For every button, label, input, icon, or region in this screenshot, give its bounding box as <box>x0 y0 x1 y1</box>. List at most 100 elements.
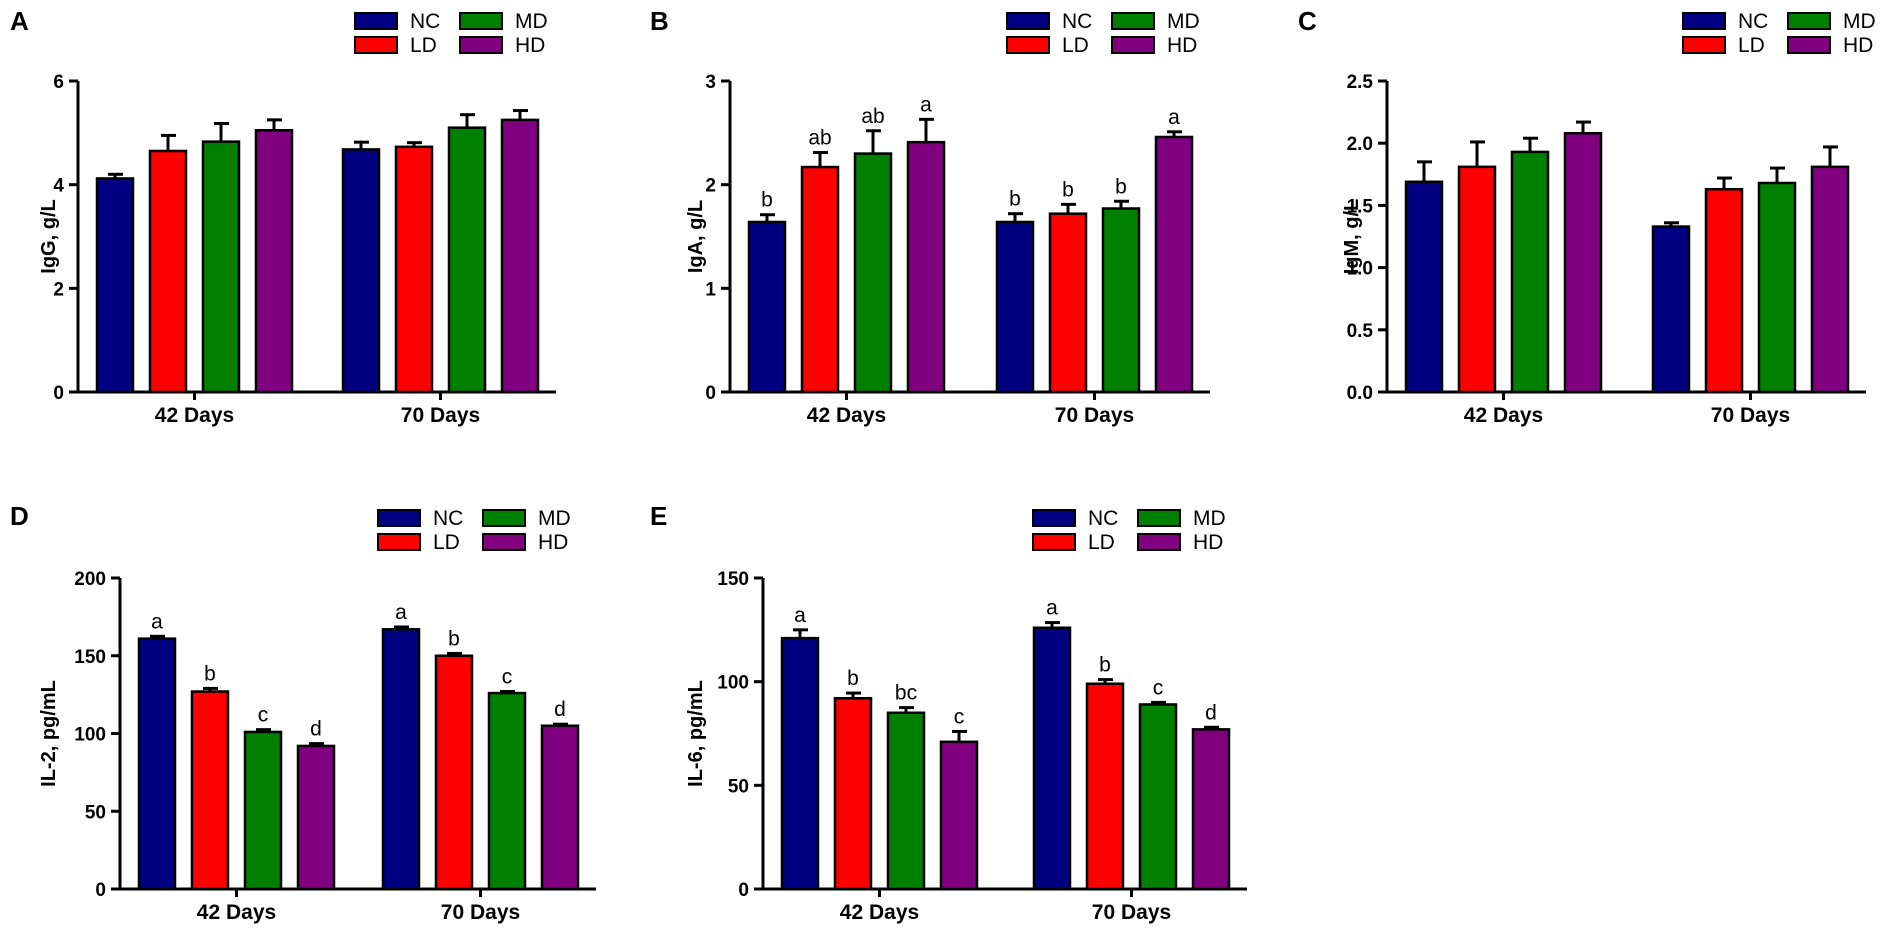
bar-ld <box>190 690 230 891</box>
y-tick-label: 2 <box>705 176 716 197</box>
panel-letter: B <box>650 6 669 36</box>
legend-swatch-nc <box>377 509 421 527</box>
legend-swatch-md <box>482 509 526 527</box>
y-tick-label: 100 <box>74 725 106 746</box>
panel-letter: D <box>10 501 29 531</box>
y-tick-label: 4 <box>53 176 64 197</box>
y-tick-label: 0.5 <box>1347 321 1374 342</box>
bar-nc <box>747 220 787 394</box>
legend-label: HD <box>515 34 545 57</box>
bar-ld <box>1085 682 1125 891</box>
bar-md <box>1510 150 1550 394</box>
y-tick-label: 200 <box>74 569 106 590</box>
bar-nc <box>780 636 820 891</box>
y-tick-label: 150 <box>74 647 106 668</box>
bar-nc <box>1651 225 1691 394</box>
bar-md <box>201 140 241 394</box>
y-tick-label: 1.5 <box>1347 196 1374 217</box>
legend-label: HD <box>1843 34 1873 57</box>
legend-swatch-ld <box>1682 36 1726 54</box>
legend-label: LD <box>433 531 460 554</box>
legend-swatch-ld <box>354 36 398 54</box>
bar-hd <box>1154 135 1194 394</box>
y-tick-label: 50 <box>85 802 106 823</box>
y-tick-label: 0 <box>53 383 64 404</box>
category-label: 70 Days <box>1092 901 1171 924</box>
panel-D: D 0 50 100 150 200 IL-2, pg/mL a b c d 42 Days a b c d 7… <box>10 501 596 924</box>
bar-nc <box>381 628 421 891</box>
significance-label: ab <box>861 105 884 128</box>
significance-label: d <box>310 718 322 741</box>
significance-label: c <box>954 705 965 728</box>
bar-ld <box>1457 165 1497 394</box>
bar-md <box>487 691 527 891</box>
y-tick-label: 3 <box>705 72 716 93</box>
bar-ld <box>800 165 840 394</box>
panel-C: C 0.0 0.5 1.0 1.5 2.0 2.5 IgM, g/L 42 Days 70 Day… <box>1298 6 1876 427</box>
bar-ld <box>833 697 873 891</box>
legend-label: HD <box>1193 531 1223 554</box>
category-label: 42 Days <box>1464 404 1543 427</box>
legend-label: LD <box>1088 531 1115 554</box>
bar-md <box>1757 181 1797 394</box>
y-tick-label: 0.0 <box>1347 383 1373 404</box>
legend-swatch-hd <box>459 36 503 54</box>
y-tick-label: 2.0 <box>1347 134 1373 155</box>
legend-label: MD <box>515 10 548 33</box>
significance-label: a <box>395 601 407 624</box>
significance-label: a <box>1046 597 1058 620</box>
legend-swatch-nc <box>1032 509 1076 527</box>
legend-label: MD <box>1193 507 1226 530</box>
legend-swatch-ld <box>1032 533 1076 551</box>
bar-nc <box>341 148 381 394</box>
significance-label: a <box>1168 106 1180 129</box>
bar-nc <box>995 220 1035 394</box>
category-label: 42 Days <box>807 404 886 427</box>
significance-label: d <box>554 698 566 721</box>
significance-label: c <box>502 666 513 689</box>
y-tick-label: 1.0 <box>1347 259 1373 280</box>
legend-swatch-md <box>1137 509 1181 527</box>
bar-hd <box>296 744 336 891</box>
significance-label: b <box>1115 175 1127 198</box>
y-axis-title: IgM, g/L <box>1341 199 1363 275</box>
legend-label: HD <box>538 531 568 554</box>
category-label: 70 Days <box>401 404 480 427</box>
legend-label: HD <box>1167 34 1197 57</box>
legend-label: LD <box>410 34 437 57</box>
bar-hd <box>906 140 946 394</box>
bar-ld <box>148 149 188 394</box>
bar-hd <box>939 740 979 891</box>
bar-hd <box>500 118 540 394</box>
bar-ld <box>394 145 434 394</box>
bar-ld <box>1704 187 1744 394</box>
panel-letter: C <box>1298 6 1317 36</box>
significance-label: b <box>448 627 460 650</box>
legend-swatch-hd <box>482 533 526 551</box>
bar-md <box>1101 207 1141 394</box>
legend-label: MD <box>1167 10 1200 33</box>
significance-label: b <box>1099 654 1111 677</box>
bar-hd <box>1810 165 1850 394</box>
bar-md <box>1138 703 1178 891</box>
panel-B: B 0 1 2 3 IgA, g/L b ab ab a 42 Days b b b a 70 Days NCL… <box>650 6 1210 427</box>
significance-label: c <box>1153 676 1164 699</box>
significance-label: b <box>204 662 216 685</box>
legend-swatch-ld <box>1006 36 1050 54</box>
bar-ld <box>1048 212 1088 394</box>
bar-hd <box>254 128 294 394</box>
legend-label: LD <box>1738 34 1765 57</box>
significance-label: b <box>761 189 773 212</box>
y-tick-label: 100 <box>717 673 749 694</box>
y-tick-label: 0 <box>95 880 106 901</box>
legend-label: NC <box>433 507 463 530</box>
significance-label: b <box>1062 178 1074 201</box>
y-tick-label: 2 <box>53 279 64 300</box>
bar-md <box>447 126 487 394</box>
significance-label: a <box>151 610 163 633</box>
legend-swatch-hd <box>1137 533 1181 551</box>
